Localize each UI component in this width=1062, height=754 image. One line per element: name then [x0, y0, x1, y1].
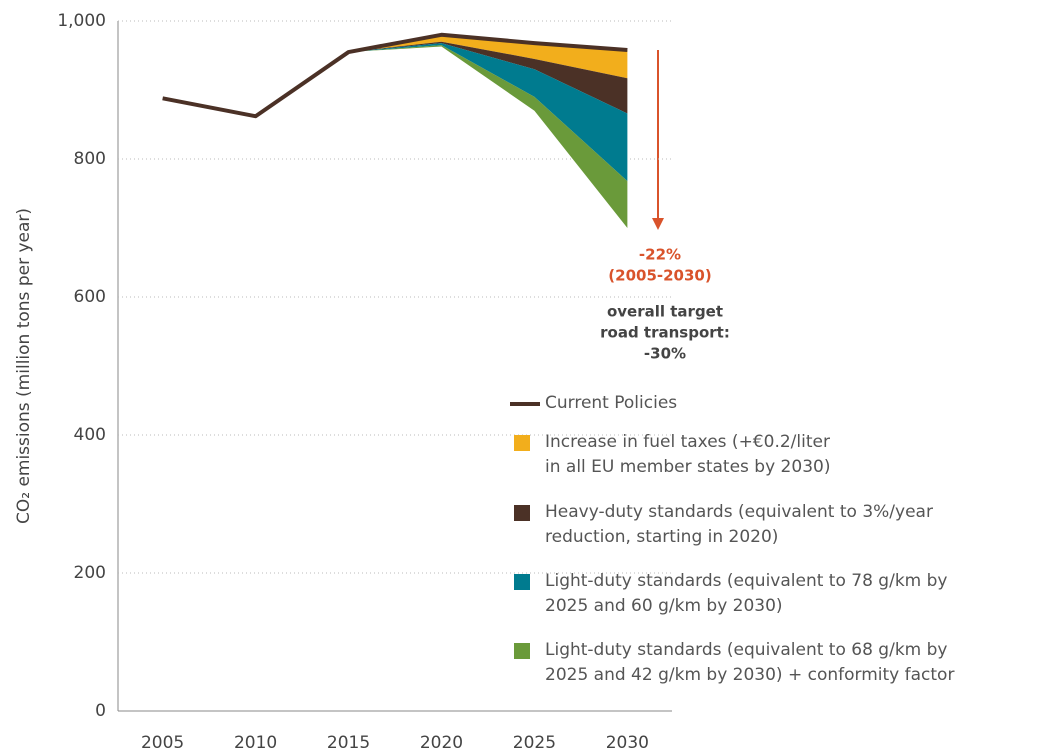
legend-swatch	[514, 435, 530, 451]
legend-swatch	[514, 574, 530, 590]
arrow-head	[652, 218, 664, 230]
y-tick-label: 600	[74, 287, 106, 307]
x-tick-label: 2020	[420, 733, 463, 753]
annotation: -30%	[644, 345, 686, 363]
annotation: (2005-2030)	[608, 267, 711, 285]
x-tick-label: 2025	[513, 733, 556, 753]
x-tick-label: 2005	[141, 733, 184, 753]
legend-label: Heavy-duty standards (equivalent to 3%/y…	[545, 502, 933, 547]
area	[348, 41, 628, 114]
legend-swatch	[514, 505, 530, 521]
area	[348, 45, 628, 229]
legend-label: Increase in fuel taxes (+€0.2/liter in a…	[545, 432, 831, 477]
line	[162, 32, 628, 119]
legend-label: Current Policies	[545, 393, 678, 413]
y-tick-label: 1,000	[57, 11, 106, 31]
x-tick-label: 2010	[234, 733, 277, 753]
annotation: overall target	[607, 303, 723, 321]
y-tick-label: 0	[95, 701, 106, 721]
legend-label: Light-duty standards (equivalent to 78 g…	[545, 571, 948, 616]
y-tick-label: 800	[74, 149, 106, 169]
y-axis-label: CO₂ emissions (million tons per year)	[14, 208, 34, 524]
area	[348, 43, 628, 182]
y-tick-label: 400	[74, 425, 106, 445]
x-tick-label: 2030	[606, 733, 649, 753]
x-tick-label: 2015	[327, 733, 370, 753]
y-tick-label: 200	[74, 563, 106, 583]
annotation: -22%	[639, 246, 681, 264]
annotation: road transport:	[600, 324, 730, 342]
legend-swatch	[514, 643, 530, 659]
legend-label: Light-duty standards (equivalent to 68 g…	[545, 640, 955, 685]
